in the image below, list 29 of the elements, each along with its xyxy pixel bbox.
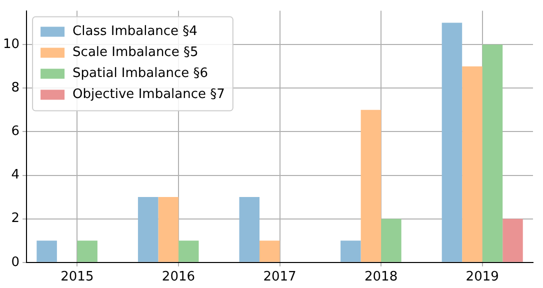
legend-label: Scale Imbalance §5 <box>72 45 198 60</box>
bar <box>260 240 280 262</box>
bar <box>502 218 523 262</box>
y-tick-label: 8 <box>11 80 20 96</box>
bar <box>482 44 503 262</box>
bar <box>360 110 382 262</box>
bar <box>462 66 482 262</box>
x-tick-label: 2015 <box>60 270 94 285</box>
bar <box>77 240 98 262</box>
x-tick-label: 2017 <box>263 270 296 285</box>
bar <box>158 197 178 262</box>
y-tick-label: 4 <box>11 168 20 183</box>
bar <box>36 240 57 262</box>
x-tick-label: 2019 <box>466 270 499 285</box>
bar <box>340 240 361 262</box>
bar <box>178 240 199 262</box>
bar <box>381 218 402 262</box>
bar <box>239 197 260 262</box>
x-tick-label: 2016 <box>162 270 196 285</box>
y-tick-label: 2 <box>11 211 20 226</box>
bar <box>442 22 462 262</box>
legend-label: Spatial Imbalance §6 <box>72 66 208 82</box>
y-tick-label: 0 <box>11 254 20 270</box>
y-tick-label: 10 <box>2 36 20 52</box>
legend-label: Objective Imbalance §7 <box>72 87 225 102</box>
bar <box>138 197 158 262</box>
legend-label: Class Imbalance §4 <box>72 24 198 40</box>
x-tick-label: 2018 <box>364 270 398 285</box>
y-tick-label: 6 <box>11 124 20 140</box>
